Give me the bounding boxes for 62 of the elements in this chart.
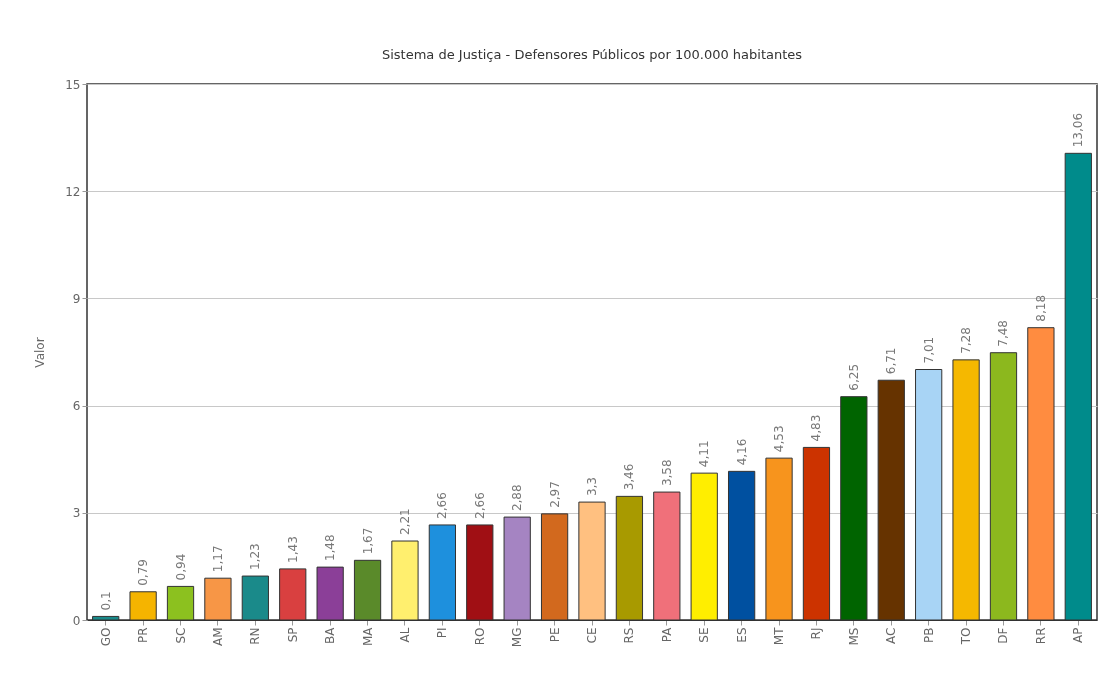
x-tick-label: ES — [734, 627, 749, 643]
x-tick-label: RO — [472, 627, 487, 646]
data-label: 4,11 — [697, 440, 712, 468]
data-label: 7,28 — [959, 327, 974, 354]
data-label: 1,43 — [285, 536, 300, 563]
x-tick-label: MG — [510, 627, 525, 648]
data-label: 4,83 — [809, 414, 824, 442]
y-tick-label: 15 — [65, 77, 81, 92]
x-tick-label: AL — [397, 627, 412, 643]
x-tick-label: AP — [1071, 627, 1086, 643]
data-label: 8,18 — [1033, 294, 1048, 322]
x-tick-label: TO — [959, 627, 974, 646]
data-label: 0,79 — [136, 559, 151, 586]
data-label: 0,94 — [173, 553, 188, 581]
x-tick-label: SE — [697, 627, 712, 643]
y-axis-title: Valor — [33, 337, 48, 368]
x-tick-label: PI — [435, 627, 450, 639]
data-label: 2,66 — [472, 492, 487, 519]
data-label: 1,67 — [360, 527, 375, 555]
chart-title: Sistema de Justiça - Defensores Públicos por 100.000 habitantes — [381, 47, 803, 62]
x-tick-label: PB — [921, 627, 936, 643]
data-label: 4,53 — [772, 425, 787, 453]
data-label: 13,06 — [1071, 112, 1086, 148]
x-tick-label: AC — [884, 627, 899, 644]
x-tick-label: RR — [1033, 627, 1048, 645]
data-label: 7,48 — [996, 320, 1011, 347]
x-tick-label: SP — [285, 627, 300, 643]
x-tick-label: PA — [659, 626, 674, 643]
data-label: 2,88 — [510, 484, 525, 512]
x-tick-label: MT — [772, 626, 787, 646]
data-label: 3,46 — [622, 463, 637, 491]
data-label: 0,1 — [98, 591, 113, 611]
y-tick-label: 3 — [72, 506, 81, 521]
x-tick-label: DF — [996, 627, 1011, 644]
data-label: 4,16 — [734, 438, 749, 466]
y-tick-label: 6 — [72, 399, 81, 414]
x-tick-label: SC — [173, 627, 188, 644]
x-tick-label: RS — [622, 627, 637, 644]
y-tick-label: 0 — [72, 613, 81, 628]
x-tick-label: AM — [210, 627, 225, 647]
x-tick-label: RJ — [809, 627, 824, 640]
data-label: 2,66 — [435, 492, 450, 519]
x-tick-label: PR — [136, 627, 151, 644]
y-tick-label: 9 — [72, 291, 81, 306]
x-tick-label: GO — [98, 627, 113, 647]
x-tick-label: CE — [585, 627, 599, 644]
data-label: 6,25 — [846, 363, 861, 391]
x-tick-label: BA — [323, 626, 338, 644]
x-tick-label: MA — [360, 626, 375, 647]
data-label: 2,97 — [547, 481, 562, 508]
x-tick-label: PE — [547, 627, 562, 643]
data-label: 1,23 — [248, 543, 263, 571]
data-label: 3,3 — [585, 476, 599, 497]
data-label: 1,17 — [210, 545, 225, 573]
data-label: 3,58 — [659, 459, 674, 487]
data-label: 2,21 — [397, 508, 412, 536]
data-label: 6,71 — [884, 347, 899, 375]
x-tick-label: MS — [846, 627, 861, 646]
data-label: 1,48 — [323, 534, 338, 562]
x-tick-label: RN — [248, 627, 263, 645]
y-tick-label: 12 — [65, 184, 81, 199]
data-label: 7,01 — [921, 336, 936, 364]
